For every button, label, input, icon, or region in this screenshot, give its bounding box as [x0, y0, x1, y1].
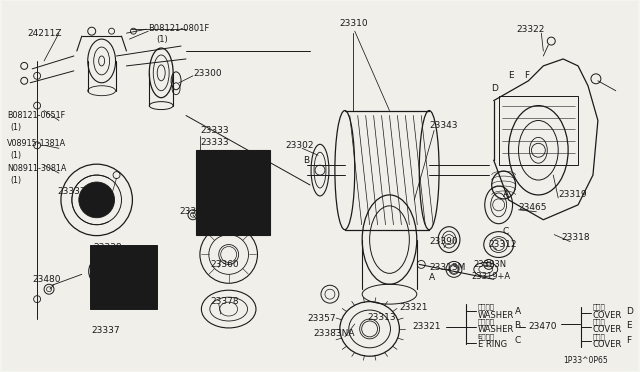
Text: N08911-3081A: N08911-3081A: [7, 164, 67, 173]
Text: (1): (1): [156, 35, 168, 44]
Text: 23300: 23300: [193, 69, 221, 78]
Text: 23343: 23343: [429, 121, 458, 130]
Text: E: E: [509, 71, 514, 80]
Text: 23312: 23312: [489, 240, 517, 249]
Bar: [196, 150, 270, 235]
Text: B08121-0801F: B08121-0801F: [148, 24, 209, 33]
Circle shape: [208, 182, 218, 192]
Text: 23333: 23333: [200, 126, 228, 135]
Text: 23390: 23390: [429, 237, 458, 246]
Text: E RING: E RING: [478, 340, 507, 349]
Text: F: F: [524, 71, 529, 80]
Circle shape: [218, 169, 228, 179]
Text: ワッシャ: ワッシャ: [478, 304, 495, 310]
Text: C: C: [515, 336, 521, 345]
Text: 23337: 23337: [92, 326, 120, 336]
Circle shape: [218, 211, 228, 221]
Circle shape: [245, 175, 255, 185]
Text: 23313M: 23313M: [429, 263, 465, 272]
Text: 23378: 23378: [211, 296, 239, 306]
Text: 23357: 23357: [307, 314, 336, 324]
Text: F: F: [626, 336, 631, 345]
Text: 23379: 23379: [179, 207, 208, 216]
Bar: [90, 244, 157, 309]
Text: カバー: カバー: [593, 304, 605, 310]
Text: 24211Z: 24211Z: [28, 29, 61, 38]
Text: 23383N: 23383N: [474, 260, 507, 269]
Text: COVER: COVER: [593, 311, 622, 320]
Text: Eリング: Eリング: [478, 334, 495, 340]
Circle shape: [232, 214, 243, 223]
Text: A: A: [429, 273, 435, 282]
Text: 1P33^0P65: 1P33^0P65: [563, 356, 608, 365]
Text: E: E: [626, 321, 631, 330]
Text: ワッシャ: ワッシャ: [478, 319, 495, 325]
Text: 23383NA: 23383NA: [313, 329, 355, 339]
Text: (1): (1): [10, 123, 22, 132]
Text: B: B: [515, 321, 521, 330]
Text: C: C: [502, 227, 509, 236]
Text: A: A: [515, 307, 521, 315]
Text: 23360: 23360: [211, 260, 239, 269]
Circle shape: [245, 205, 255, 215]
Text: 23310: 23310: [340, 19, 369, 28]
Text: カバー: カバー: [593, 334, 605, 340]
Text: 23319: 23319: [558, 190, 587, 199]
Text: 23321: 23321: [412, 323, 441, 331]
Text: B08121-0651F: B08121-0651F: [7, 111, 65, 120]
Text: 23480: 23480: [32, 275, 61, 284]
Circle shape: [208, 198, 218, 208]
Circle shape: [250, 190, 260, 200]
Text: 23313: 23313: [367, 312, 396, 321]
Text: 23337A: 23337A: [57, 187, 92, 196]
Text: B: B: [303, 156, 309, 165]
Text: 23319+A: 23319+A: [472, 272, 511, 281]
Text: 23322: 23322: [516, 25, 545, 34]
Bar: [499, 96, 578, 165]
Text: WASHER: WASHER: [478, 326, 514, 334]
Text: (1): (1): [10, 176, 22, 185]
Text: 23470: 23470: [529, 323, 557, 331]
Text: 23338: 23338: [93, 243, 122, 252]
Text: COVER: COVER: [593, 340, 622, 349]
Text: 23321: 23321: [399, 302, 428, 312]
Text: (1): (1): [10, 151, 22, 160]
Circle shape: [79, 182, 115, 218]
Text: A: A: [502, 190, 509, 199]
Text: 23465: 23465: [518, 203, 547, 212]
Text: D: D: [626, 307, 632, 315]
Text: COVER: COVER: [593, 326, 622, 334]
Text: カバー: カバー: [593, 319, 605, 325]
Text: 23333: 23333: [200, 138, 228, 147]
Circle shape: [232, 167, 243, 176]
Text: 23302: 23302: [285, 141, 314, 150]
Text: V08915-1381A: V08915-1381A: [7, 139, 67, 148]
Text: D: D: [491, 84, 497, 93]
Text: WASHER: WASHER: [478, 311, 514, 320]
Text: 23318: 23318: [561, 233, 590, 242]
